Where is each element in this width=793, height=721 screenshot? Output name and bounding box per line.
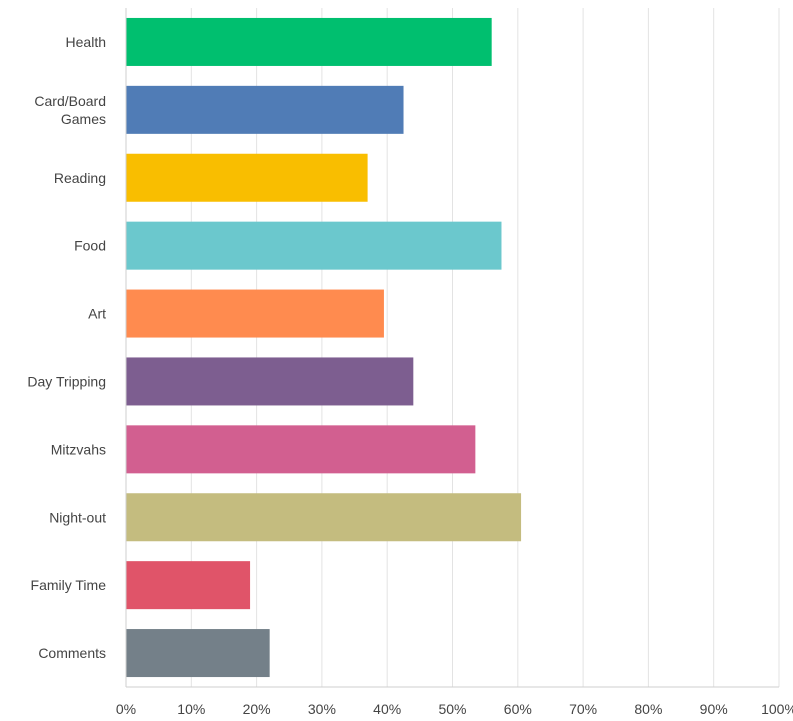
category-label: Health xyxy=(66,34,106,50)
category-label: Card/Board xyxy=(34,93,106,109)
category-label: Reading xyxy=(54,170,106,186)
category-label: Night-out xyxy=(49,509,106,525)
x-tick-label: 0% xyxy=(116,701,136,717)
x-tick-label: 70% xyxy=(569,701,597,717)
x-tick-label: 80% xyxy=(634,701,662,717)
category-label: Family Time xyxy=(31,577,107,593)
category-label: Games xyxy=(61,111,106,127)
category-label: Mitzvahs xyxy=(51,441,106,457)
bar xyxy=(126,629,270,678)
bar xyxy=(126,85,404,134)
category-label: Food xyxy=(74,238,106,254)
bars xyxy=(126,17,522,678)
bar xyxy=(126,17,492,66)
x-tick-label: 60% xyxy=(504,701,532,717)
bar xyxy=(126,357,414,406)
bar xyxy=(126,289,384,338)
x-tick-label: 100% xyxy=(761,701,793,717)
x-tick-label: 20% xyxy=(243,701,271,717)
x-tick-label: 30% xyxy=(308,701,336,717)
category-labels: Health Card/Board Games Reading Food Art Day T… xyxy=(27,34,106,661)
bar xyxy=(126,561,251,610)
x-tick-label: 10% xyxy=(177,701,205,717)
category-label: Day Tripping xyxy=(27,373,106,389)
bar xyxy=(126,425,476,474)
bar xyxy=(126,221,502,270)
category-label: Comments xyxy=(38,645,106,661)
bar xyxy=(126,493,522,542)
bar xyxy=(126,153,368,202)
x-tick-labels: 0% 10% 20% 30% 40% 50% 60% 70% 80% 90% 100% xyxy=(116,701,793,717)
category-label: Art xyxy=(88,306,106,322)
axes xyxy=(125,8,779,688)
x-tick-label: 50% xyxy=(438,701,466,717)
x-tick-label: 40% xyxy=(373,701,401,717)
x-tick-label: 90% xyxy=(700,701,728,717)
